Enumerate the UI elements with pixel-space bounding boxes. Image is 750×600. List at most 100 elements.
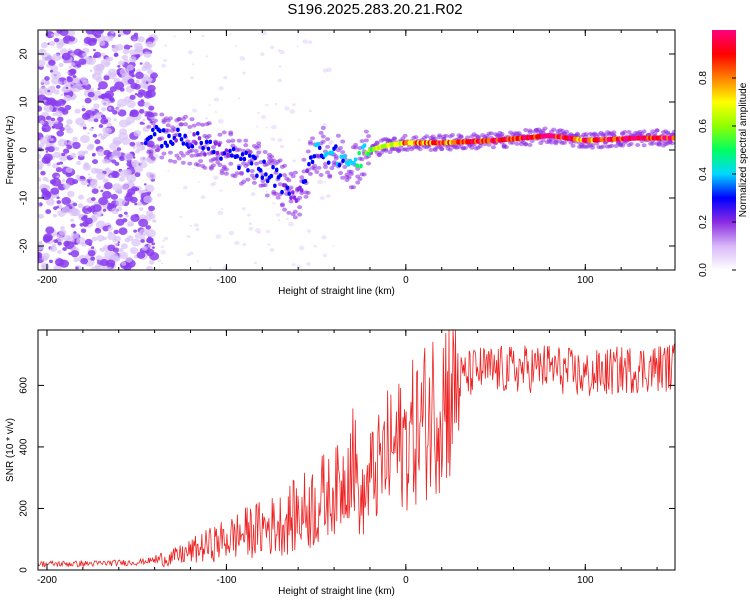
noise-blob: [82, 126, 87, 130]
signal-halo: [292, 209, 298, 214]
noise-blob: [87, 173, 91, 176]
signal-core: [271, 165, 275, 170]
noise-blob: [133, 229, 138, 233]
spectrogram-ytick-label: -10: [19, 190, 30, 205]
noise-blob: [90, 167, 99, 174]
noise-blob: [112, 183, 122, 192]
signal-halo: [247, 150, 253, 155]
noise-blob: [308, 109, 313, 113]
noise-blob: [102, 178, 109, 184]
signal-core: [224, 148, 229, 153]
noise-blob: [133, 130, 142, 137]
noise-blob: [134, 165, 144, 173]
noise-blob: [151, 242, 156, 246]
noise-blob: [94, 228, 102, 234]
noise-blob: [109, 37, 113, 41]
noise-blob: [121, 261, 127, 266]
noise-blob: [82, 105, 85, 108]
spectrogram-noise: [38, 30, 335, 270]
signal-halo: [359, 139, 365, 144]
signal-halo: [353, 142, 359, 147]
noise-blob: [134, 172, 141, 178]
noise-blob: [80, 228, 87, 233]
noise-blob: [50, 138, 54, 142]
signal-halo: [189, 153, 195, 158]
noise-blob: [38, 251, 43, 259]
signal-core: [226, 152, 231, 158]
noise-blob: [98, 197, 109, 206]
noise-blob: [42, 127, 47, 132]
noise-blob: [129, 109, 140, 118]
noise-blob: [186, 235, 191, 238]
noise-blob: [234, 45, 238, 48]
colorbar: 0.0 0.2 0.4 0.6 0.8 Normalized spectral ampli…: [698, 30, 749, 277]
noise-blob: [279, 49, 285, 55]
colorbar-tick-label: 0.6: [698, 119, 709, 133]
signal-halo: [217, 132, 223, 137]
noise-blob: [118, 247, 124, 253]
signal-halo: [236, 147, 242, 152]
noise-blob: [66, 190, 75, 198]
signal-halo: [271, 158, 277, 163]
noise-blob: [146, 237, 154, 244]
signal-halo: [329, 166, 335, 171]
signal-halo: [417, 147, 423, 152]
noise-blob: [51, 70, 61, 80]
snr-xlabel: Height of straight line (km): [278, 586, 395, 597]
noise-blob: [156, 193, 162, 197]
signal-halo: [314, 170, 320, 175]
signal-halo: [202, 165, 208, 170]
noise-blob: [129, 56, 137, 63]
noise-blob: [296, 265, 302, 269]
noise-blob: [118, 60, 125, 66]
noise-blob: [80, 257, 89, 265]
noise-blob: [177, 122, 180, 125]
noise-blob: [121, 183, 129, 191]
noise-blob: [45, 198, 55, 206]
noise-blob: [116, 147, 122, 151]
noise-blob: [108, 107, 112, 110]
noise-blob: [101, 107, 107, 112]
snr-ytick-label: 0: [19, 567, 30, 573]
noise-blob: [139, 228, 149, 237]
noise-blob: [89, 43, 92, 46]
noise-blob: [93, 118, 99, 123]
noise-blob: [247, 213, 251, 217]
noise-blob: [190, 76, 194, 80]
noise-blob: [69, 68, 77, 75]
signal-halo: [226, 139, 232, 144]
noise-blob: [135, 79, 140, 84]
noise-blob: [137, 36, 145, 43]
noise-blob: [65, 172, 73, 178]
noise-blob: [148, 205, 155, 212]
noise-blob: [153, 153, 160, 159]
signal-core: [294, 198, 299, 203]
noise-blob: [41, 192, 51, 201]
noise-blob: [62, 247, 67, 251]
noise-blob: [53, 151, 61, 158]
noise-blob: [88, 176, 92, 180]
noise-blob: [118, 119, 129, 128]
noise-blob: [50, 187, 60, 195]
signal-halo: [602, 133, 608, 138]
signal-halo: [288, 185, 294, 190]
signal-halo: [152, 112, 158, 117]
signal-halo: [325, 137, 331, 142]
noise-blob: [113, 118, 117, 122]
noise-blob: [95, 112, 104, 120]
noise-blob: [75, 266, 79, 270]
signal-halo: [172, 159, 178, 164]
noise-blob: [56, 162, 61, 166]
signal-core: [265, 178, 270, 184]
signal-halo: [458, 135, 464, 140]
noise-blob: [103, 149, 111, 156]
signal-core: [204, 139, 209, 144]
noise-blob: [93, 103, 100, 109]
noise-blob: [74, 108, 81, 114]
signal-core: [203, 152, 207, 157]
signal-halo: [180, 160, 186, 165]
signal-core: [246, 168, 250, 173]
noise-blob: [111, 159, 117, 164]
noise-blob: [302, 39, 309, 44]
noise-blob: [200, 195, 206, 200]
